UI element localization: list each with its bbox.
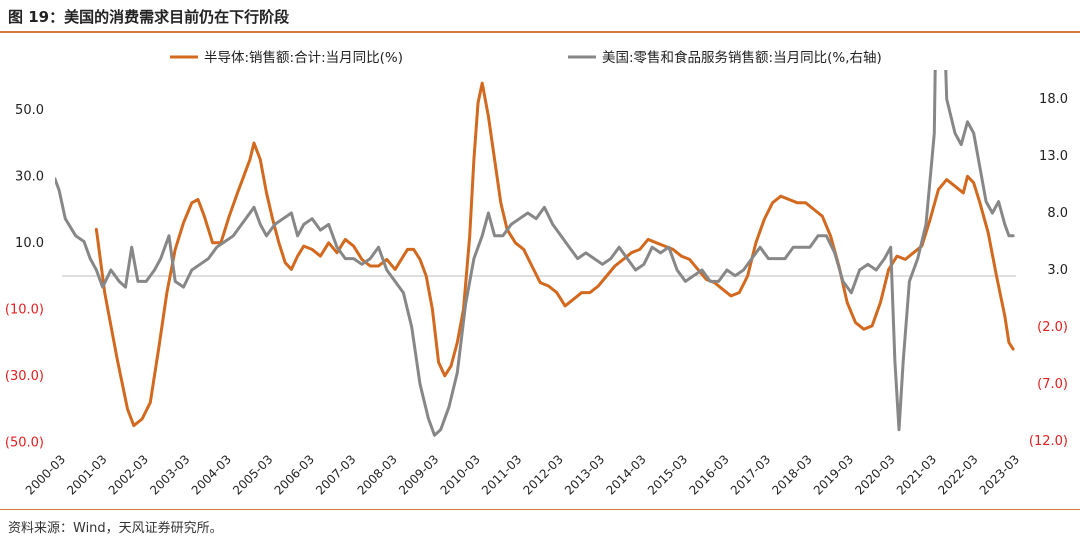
us-retail-sales-yoy-line (55, 70, 1015, 437)
x-tick-label: 2021-03 (894, 452, 939, 497)
left-y-tick-label: (30.0) (5, 369, 44, 384)
x-tick-label: 2010-03 (438, 452, 483, 497)
x-tick-label: 2009-03 (396, 452, 441, 497)
left-y-tick-label: (10.0) (5, 302, 44, 317)
footer-divider (0, 509, 1080, 510)
x-tick-label: 2018-03 (769, 452, 814, 497)
right-y-tick-label: (2.0) (1037, 320, 1068, 335)
x-tick-label: 2022-03 (935, 452, 980, 497)
left-y-axis: 50.0 30.0 10.0 (10.0) (30.0) (50.0) (5, 103, 44, 451)
chart-title: 图 19：美国的消费需求目前仍在下行阶段 (8, 8, 290, 26)
right-y-axis: 18.0 13.0 8.0 3.0 (2.0) (7.0) (12.0) (1029, 92, 1068, 449)
right-y-tick-label: (12.0) (1029, 434, 1068, 449)
right-y-tick-label: 3.0 (1047, 263, 1068, 278)
x-tick-label: 2006-03 (272, 452, 317, 497)
x-tick-label: 2007-03 (313, 452, 358, 497)
x-tick-label: 2000-03 (23, 452, 68, 497)
source-note: 资料来源：Wind，天风证券研究所。 (8, 521, 223, 536)
x-tick-label: 2016-03 (686, 452, 731, 497)
left-y-tick-label: (50.0) (5, 435, 44, 450)
x-tick-label: 2023-03 (977, 452, 1022, 497)
x-tick-label: 2003-03 (147, 452, 192, 497)
right-y-tick-label: (7.0) (1037, 377, 1068, 392)
x-tick-label: 2013-03 (562, 452, 607, 497)
x-tick-label: 2012-03 (521, 452, 566, 497)
series-group (55, 70, 1015, 437)
x-tick-label: 2017-03 (728, 452, 773, 497)
x-tick-label: 2005-03 (230, 452, 275, 497)
x-tick-label: 2001-03 (64, 452, 109, 497)
legend-label: 美国:零售和食品服务销售额:当月同比(%,右轴) (602, 49, 882, 66)
x-tick-label: 2004-03 (189, 452, 234, 497)
x-axis: 2000-032001-032002-032003-032004-032005-… (23, 452, 1022, 497)
right-y-tick-label: 13.0 (1039, 149, 1068, 164)
x-tick-label: 2014-03 (603, 452, 648, 497)
right-y-tick-label: 18.0 (1039, 92, 1068, 107)
left-y-tick-label: 50.0 (15, 103, 44, 118)
x-tick-label: 2019-03 (811, 452, 856, 497)
semiconductor-sales-yoy-line (94, 81, 1015, 428)
x-tick-label: 2002-03 (106, 452, 151, 497)
left-y-tick-label: 10.0 (15, 236, 44, 251)
x-tick-label: 2011-03 (479, 452, 524, 497)
x-tick-label: 2015-03 (645, 452, 690, 497)
right-y-tick-label: 8.0 (1047, 206, 1068, 221)
legend-label: 半导体:销售额:合计:当月同比(%) (204, 50, 403, 66)
left-y-tick-label: 30.0 (15, 169, 44, 184)
x-tick-label: 2008-03 (355, 452, 400, 497)
legend: 半导体:销售额:合计:当月同比(%) 美国:零售和食品服务销售额:当月同比(%,右… (170, 49, 882, 66)
x-tick-label: 2020-03 (852, 452, 897, 497)
title-divider (0, 31, 1080, 33)
